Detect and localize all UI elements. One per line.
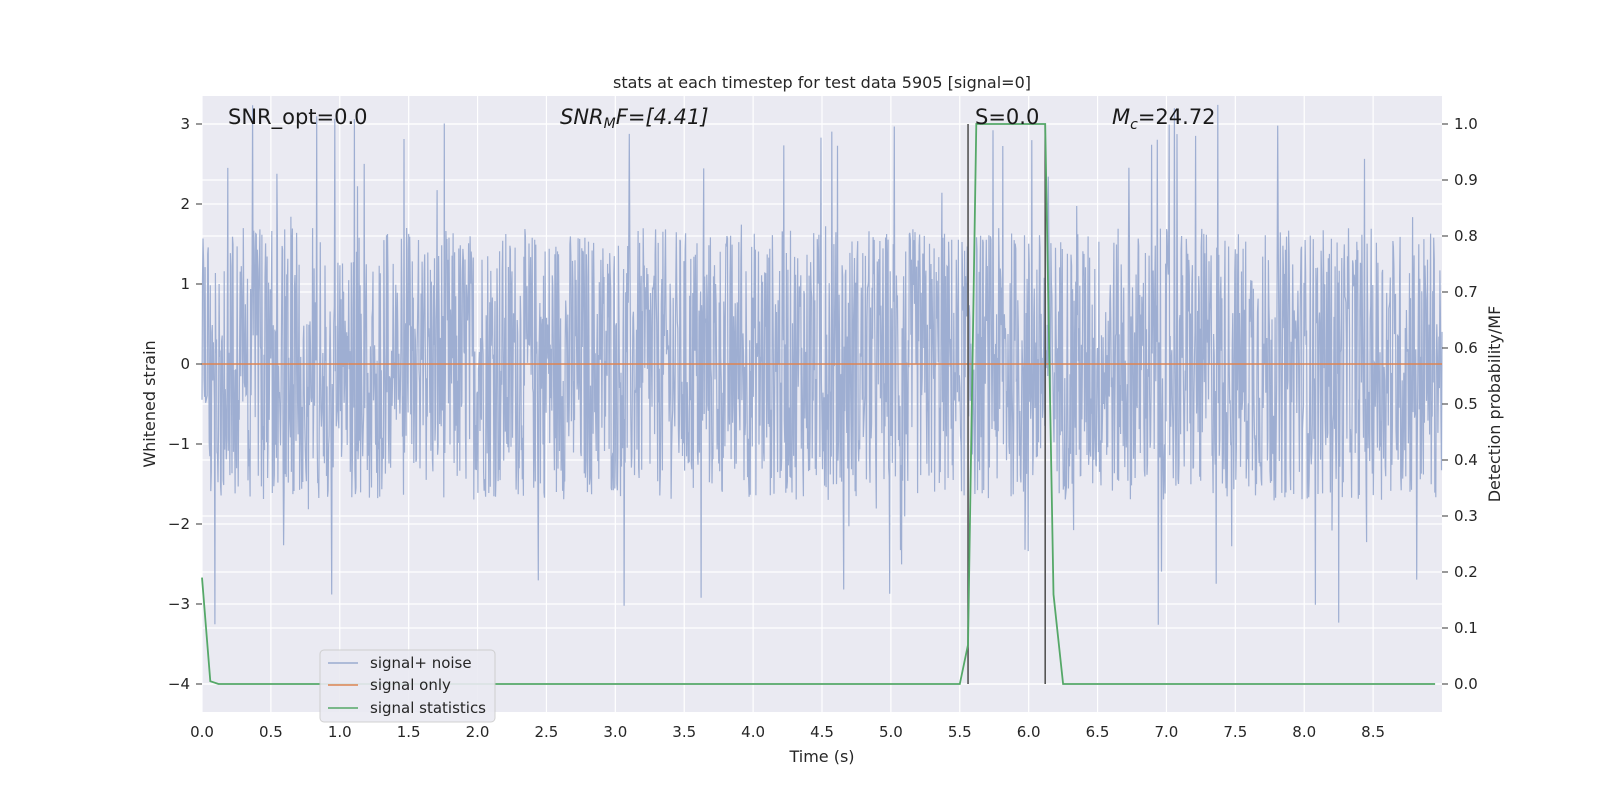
y2-axis-label: Detection probability/MF <box>1485 306 1504 503</box>
y2-tick-label: 0.6 <box>1454 339 1478 357</box>
x-tick-label: 7.5 <box>1223 723 1247 741</box>
y-tick-label: −3 <box>168 595 190 613</box>
x-tick-label: 4.5 <box>810 723 834 741</box>
legend: signal+ noise signal only signal statist… <box>319 649 496 723</box>
x-axis-label: Time (s) <box>788 747 854 766</box>
snr-mf-subscript: M <box>604 116 616 132</box>
y2-tick-label: 0.0 <box>1454 675 1478 693</box>
signal-noise-line <box>201 104 1443 625</box>
x-tick-label: 5.5 <box>948 723 972 741</box>
x-tick-label: 7.0 <box>1155 723 1179 741</box>
x-tick-label: 5.0 <box>879 723 903 741</box>
snr-mf-symbol: SNR <box>560 105 604 129</box>
y2-tick-label: 0.2 <box>1454 563 1478 581</box>
y-tick-label: −4 <box>168 675 190 693</box>
mc-rest: =24.72 <box>1138 105 1216 129</box>
signal-statistics-line <box>201 123 1436 685</box>
y-tick-label: 0 <box>180 355 190 373</box>
y-axis-label: Whitened strain <box>140 340 159 467</box>
legend-label-stats: signal statistics <box>370 699 486 717</box>
x-tick-label: 1.5 <box>397 723 421 741</box>
snr-mf-rest: F=[4.41] <box>616 105 709 129</box>
y2-tick-label: 0.5 <box>1454 395 1478 413</box>
signal-noise-series <box>201 104 1443 625</box>
y2-tick-label: 0.1 <box>1454 619 1478 637</box>
x-tick-label: 1.0 <box>328 723 352 741</box>
snr-opt-annotation: SNR_opt=0.0 <box>228 105 368 130</box>
legend-label-signal: signal only <box>370 676 451 694</box>
y2-tick-label: 0.9 <box>1454 171 1478 189</box>
y-tick-label: 2 <box>180 195 190 213</box>
x-tick-label: 3.0 <box>603 723 627 741</box>
y2-tick-label: 0.7 <box>1454 283 1478 301</box>
s-annotation: S=0.0 <box>975 105 1039 129</box>
mc-annotation: Mc=24.72 <box>1112 105 1216 133</box>
y-tick-label: 1 <box>180 275 190 293</box>
y2-tick-label: 0.3 <box>1454 507 1478 525</box>
ticks: 0.0 0.5 1.0 1.5 2.0 2.5 3.0 3.5 4.0 4.5 5.0 5.5 6.0 6… <box>168 115 1478 741</box>
y2-tick-label: 1.0 <box>1454 115 1478 133</box>
mc-symbol: M <box>1112 105 1130 129</box>
x-tick-label: 3.5 <box>672 723 696 741</box>
legend-box <box>319 649 496 723</box>
chart-title: stats at each timestep for test data 590… <box>613 73 1031 92</box>
y-tick-label: −1 <box>168 435 190 453</box>
y2-tick-label: 0.8 <box>1454 227 1478 245</box>
overlay-series <box>201 123 1442 685</box>
snr-mf-annotation: SNRMF=[4.41] <box>560 105 709 132</box>
x-tick-label: 0.5 <box>259 723 283 741</box>
x-tick-label: 8.5 <box>1361 723 1385 741</box>
mc-subscript: c <box>1130 117 1138 133</box>
x-tick-label: 0.0 <box>190 723 214 741</box>
legend-label-noise: signal+ noise <box>370 654 472 672</box>
x-tick-label: 2.5 <box>535 723 559 741</box>
x-tick-label: 6.5 <box>1086 723 1110 741</box>
x-tick-label: 2.0 <box>466 723 490 741</box>
y-tick-label: −2 <box>168 515 190 533</box>
x-tick-label: 4.0 <box>741 723 765 741</box>
x-tick-label: 8.0 <box>1292 723 1316 741</box>
y-tick-label: 3 <box>180 115 190 133</box>
y2-tick-label: 0.4 <box>1454 451 1478 469</box>
x-tick-label: 6.0 <box>1017 723 1041 741</box>
